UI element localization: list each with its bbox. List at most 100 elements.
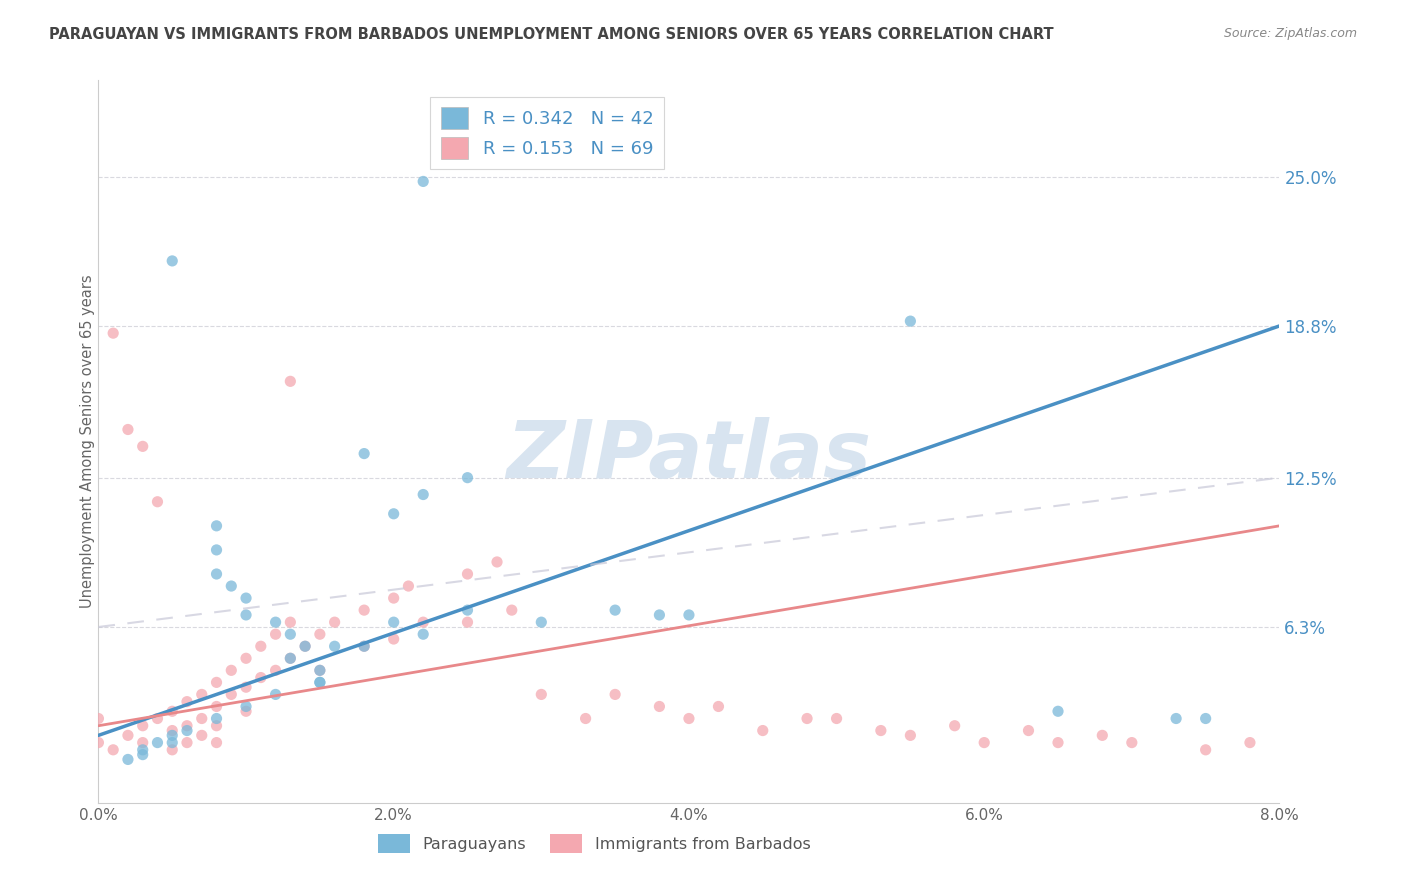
Point [132,735,155,749]
Text: Source: ZipAtlas.com: Source: ZipAtlas.com [1223,27,1357,40]
Point [309,664,332,678]
Point [309,675,332,690]
Point [132,743,155,757]
Point [280,651,302,665]
Point [323,639,346,653]
Point [176,735,198,749]
Point [382,615,405,630]
Point [250,671,273,685]
Point [280,651,302,665]
Point [205,719,228,733]
Point [412,487,434,501]
Point [973,735,995,749]
Point [103,326,125,340]
Point [382,632,405,646]
Point [103,743,125,757]
Point [412,627,434,641]
Point [1121,735,1143,749]
Point [412,174,434,188]
Point [382,507,405,521]
Point [280,627,302,641]
Point [457,567,479,582]
Point [648,607,671,622]
Point [176,719,198,733]
Point [221,687,243,701]
Point [264,687,287,701]
Point [162,728,183,742]
Point [648,699,671,714]
Point [575,712,598,726]
Point [353,639,375,653]
Point [205,675,228,690]
Text: PARAGUAYAN VS IMMIGRANTS FROM BARBADOS UNEMPLOYMENT AMONG SENIORS OVER 65 YEARS : PARAGUAYAN VS IMMIGRANTS FROM BARBADOS U… [49,27,1054,42]
Point [162,743,183,757]
Point [146,735,169,749]
Point [235,704,257,718]
Point [205,542,228,557]
Point [235,607,257,622]
Point [530,615,553,630]
Point [943,719,966,733]
Point [457,615,479,630]
Point [264,664,287,678]
Point [1166,712,1188,726]
Point [162,253,183,268]
Point [221,579,243,593]
Point [412,615,434,630]
Point [117,422,139,436]
Point [87,735,110,749]
Point [605,687,627,701]
Text: ZIPatlas: ZIPatlas [506,417,872,495]
Point [398,579,420,593]
Point [294,639,316,653]
Point [457,603,479,617]
Point [205,518,228,533]
Point [501,603,523,617]
Point [1195,743,1218,757]
Point [678,607,700,622]
Point [309,675,332,690]
Point [191,712,214,726]
Point [176,723,198,738]
Point [191,687,214,701]
Point [117,752,139,766]
Point [870,723,893,738]
Point [132,439,155,453]
Point [752,723,775,738]
Point [235,680,257,694]
Point [264,627,287,641]
Point [678,712,700,726]
Point [382,591,405,606]
Point [1046,735,1070,749]
Point [162,704,183,718]
Point [605,603,627,617]
Point [132,719,155,733]
Point [235,591,257,606]
Point [1195,712,1218,726]
Point [87,712,110,726]
Point [900,728,922,742]
Point [1239,735,1261,749]
Point [162,723,183,738]
Y-axis label: Unemployment Among Seniors over 65 years: Unemployment Among Seniors over 65 years [80,275,94,608]
Point [825,712,848,726]
Point [191,728,214,742]
Legend: Paraguayans, Immigrants from Barbados: Paraguayans, Immigrants from Barbados [371,828,817,860]
Point [205,712,228,726]
Point [796,712,818,726]
Point [280,374,302,388]
Point [235,651,257,665]
Point [280,615,302,630]
Point [132,747,155,762]
Point [530,687,553,701]
Point [205,567,228,582]
Point [1018,723,1040,738]
Point [353,603,375,617]
Point [162,735,183,749]
Point [457,470,479,484]
Point [1091,728,1114,742]
Point [323,615,346,630]
Point [900,314,922,328]
Point [146,494,169,508]
Point [235,699,257,714]
